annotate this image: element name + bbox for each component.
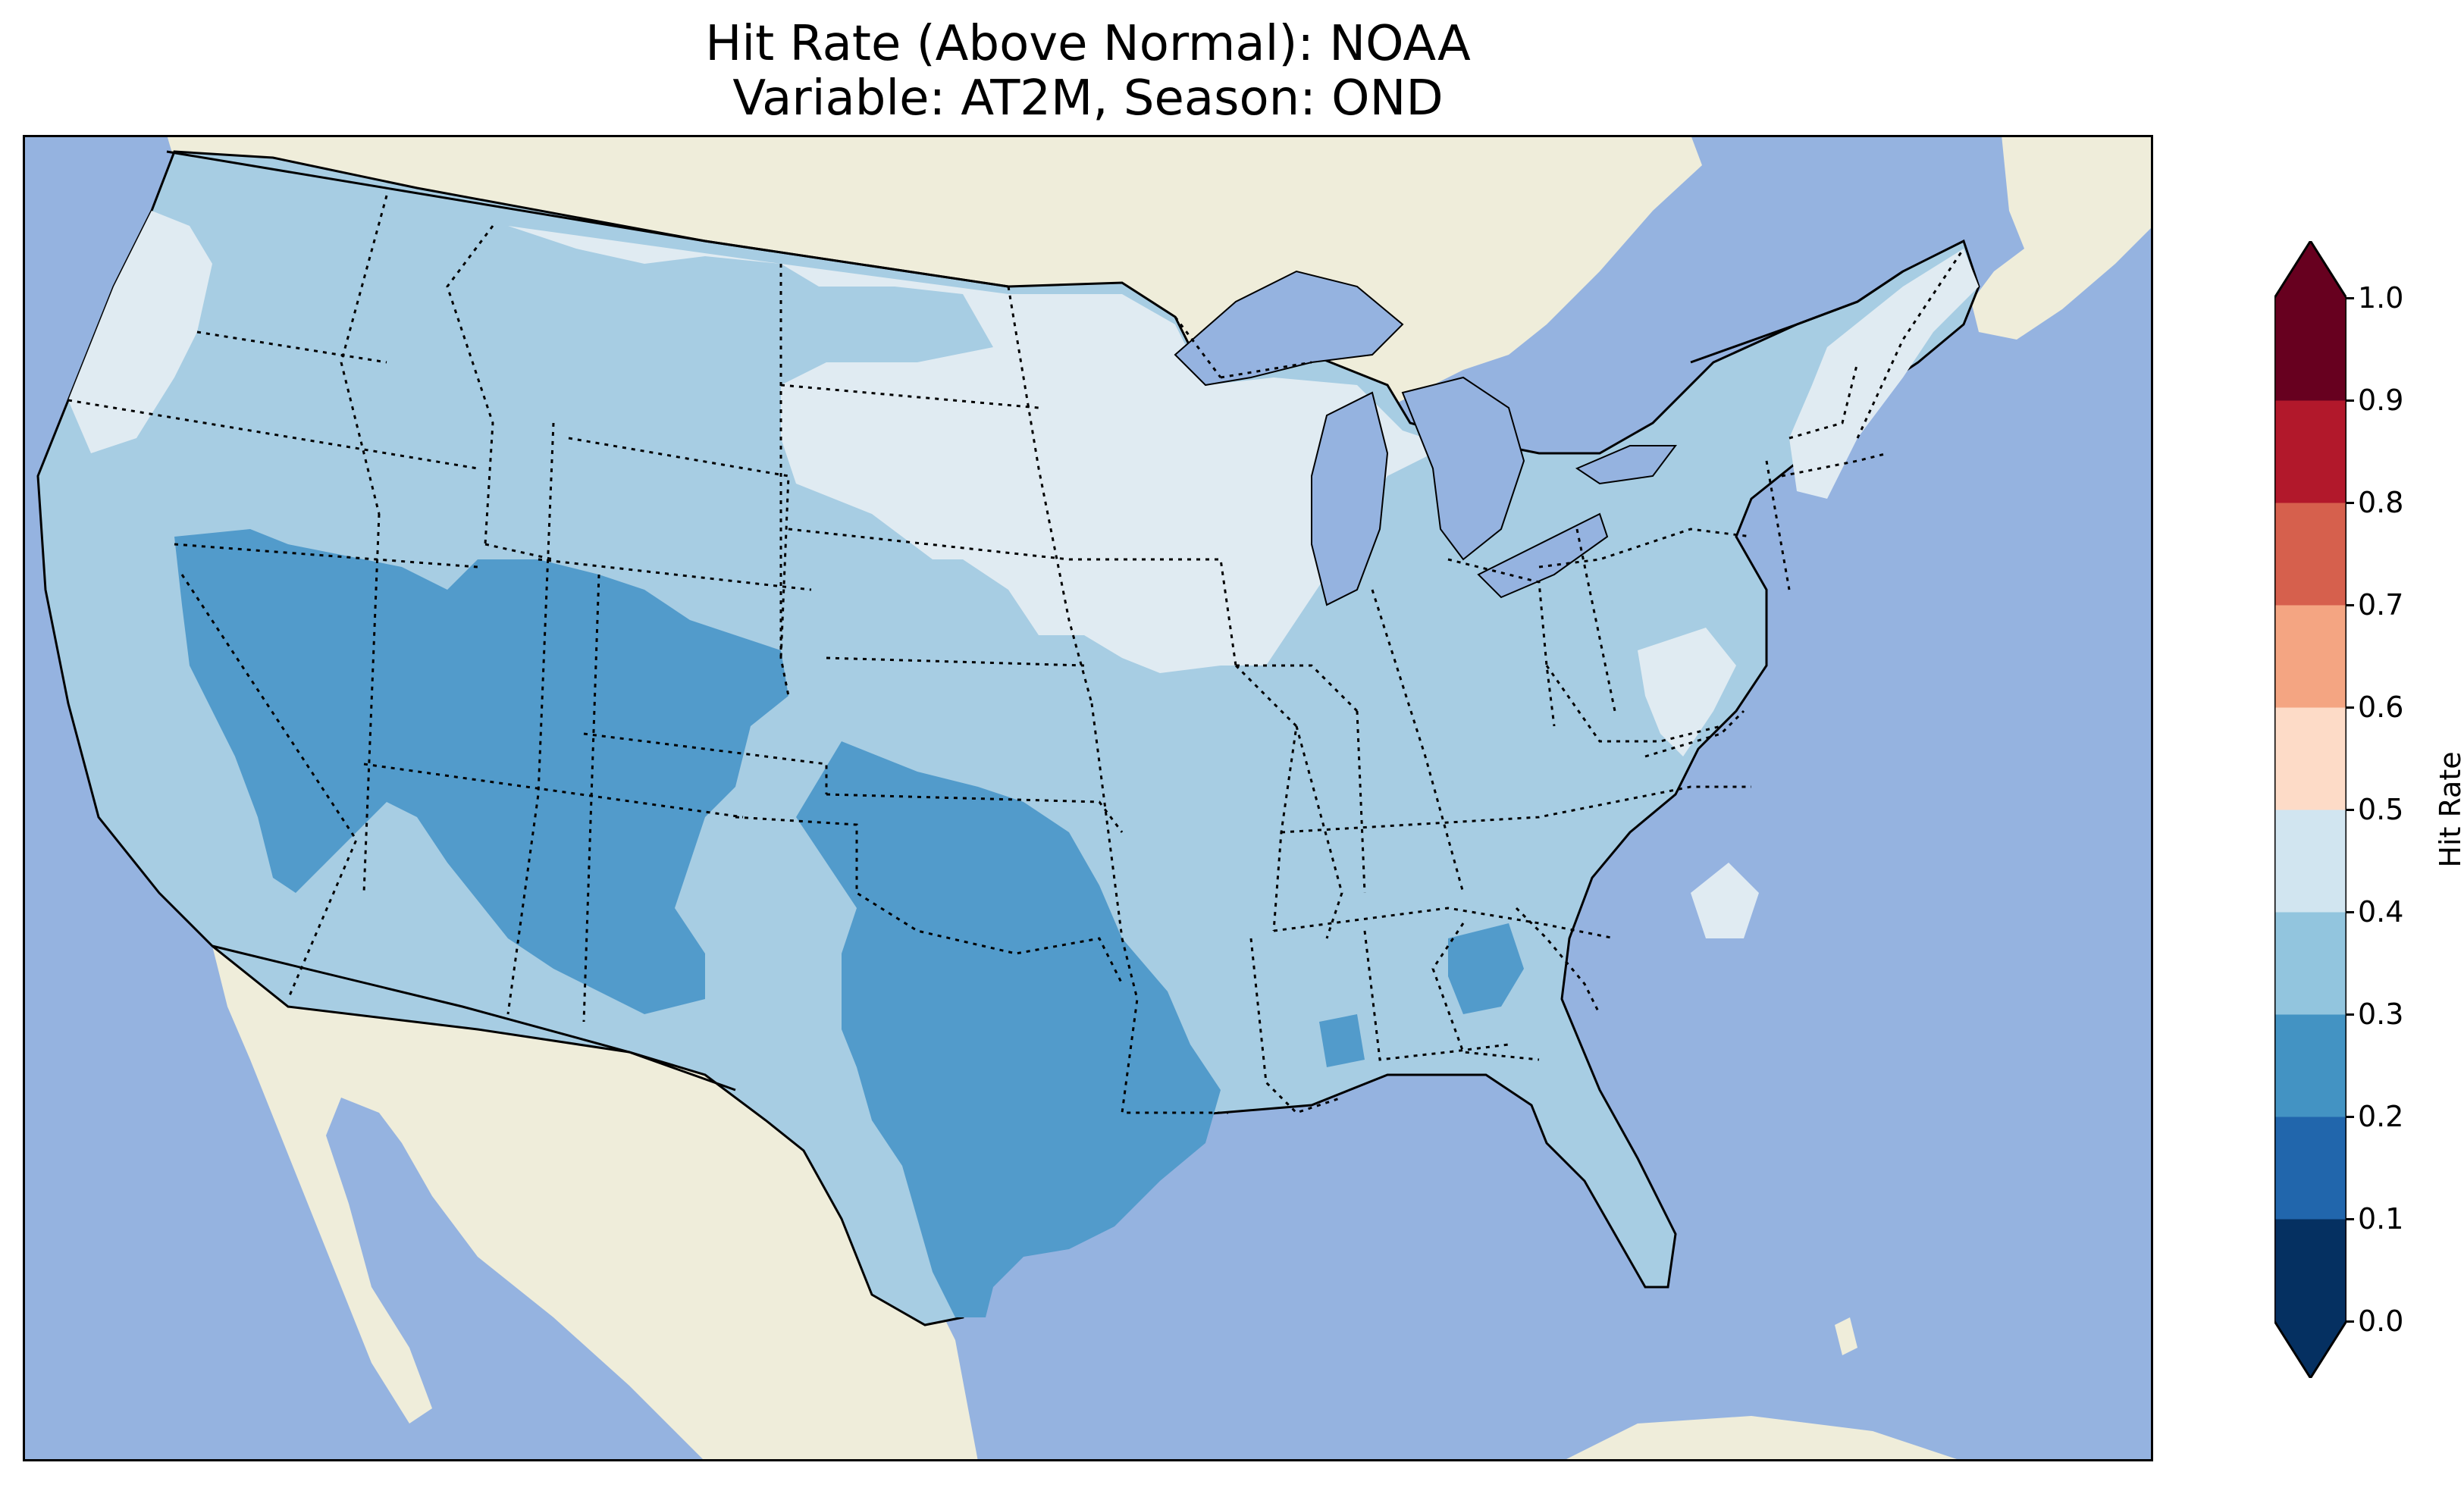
- lake-superior: [1174, 270, 1404, 387]
- region-dark-mississippi: [1319, 1014, 1365, 1067]
- colorbar-tick-mark: [2346, 1013, 2354, 1016]
- colorbar-bin: [2274, 400, 2346, 503]
- region-dark-texas: [796, 741, 1221, 1317]
- land-cuba: [1562, 1416, 1964, 1461]
- colorbar-bins: [2274, 241, 2346, 1378]
- colorbar-tick-label: 0.6: [2358, 691, 2404, 724]
- colorbar-bin: [2274, 298, 2346, 401]
- colorbar-tick-label: 0.8: [2358, 486, 2404, 519]
- title-line-2: Variable: AT2M, Season: OND: [732, 70, 1444, 127]
- region-light-midatlantic: [1638, 628, 1736, 756]
- colorbar-tick-label: 0.2: [2358, 1100, 2404, 1133]
- colorbar-tick-mark: [2346, 603, 2354, 606]
- colorbar-extend-bottom: [2274, 1321, 2346, 1378]
- map-frame: [23, 135, 2153, 1461]
- colorbar-tick-mark: [2346, 501, 2354, 504]
- colorbar-tick-label: 0.9: [2358, 384, 2404, 417]
- region-dark-west: [174, 529, 788, 1014]
- region-light-northwest: [68, 211, 212, 453]
- lake-erie: [1477, 512, 1609, 599]
- lake-ontario: [1575, 445, 1677, 485]
- land-mexico: [212, 946, 978, 1461]
- lake-huron: [1401, 376, 1525, 561]
- colorbar-bin: [2274, 1014, 2346, 1117]
- colorbar-label: Hit Rate: [2434, 751, 2464, 868]
- colorbar-bin: [2274, 810, 2346, 913]
- colorbar-tick-label: 0.0: [2358, 1305, 2404, 1338]
- colorbar-tick-mark: [2346, 399, 2354, 402]
- colorbar-tick-mark: [2346, 910, 2354, 913]
- colorbar-bin: [2274, 503, 2346, 606]
- title-line-1: Hit Rate (Above Normal): NOAA: [705, 16, 1471, 72]
- state-borders: [67, 195, 1965, 1114]
- colorbar-bin: [2274, 1117, 2346, 1220]
- colorbar-tick-mark: [2346, 808, 2354, 811]
- colorbar-tick-label: 0.3: [2358, 998, 2404, 1031]
- region-dark-georgia: [1448, 923, 1524, 1014]
- region-light-nccoast: [1691, 863, 1759, 938]
- colorbar-tick-mark: [2346, 706, 2354, 709]
- colorbar: [2274, 241, 2346, 1378]
- colorbar-tick-label: 0.1: [2358, 1202, 2404, 1236]
- colorbar-tick-label: 0.7: [2358, 588, 2404, 622]
- colorbar-tick-label: 0.4: [2358, 895, 2404, 929]
- colorbar-tick-mark: [2346, 1115, 2354, 1118]
- region-light-midwest: [508, 226, 1448, 673]
- colorbar-bin: [2274, 912, 2346, 1015]
- colorbar-bin: [2274, 707, 2346, 810]
- map-panel: [23, 135, 2153, 1461]
- lake-michigan: [1311, 391, 1389, 606]
- colorbar-tick-label: 0.5: [2358, 793, 2404, 826]
- colorbar-tick-mark: [2346, 296, 2354, 299]
- colorbar-tick-mark: [2346, 1320, 2354, 1323]
- colorbar-extend-top: [2274, 241, 2346, 298]
- land-bahamas: [1835, 1317, 1857, 1355]
- country-borders: [166, 150, 1904, 1092]
- colorbar-tick-mark: [2346, 1217, 2354, 1220]
- colorbar-tick-label: 1.0: [2358, 281, 2404, 315]
- land-maritimes: [1971, 135, 2153, 340]
- colorbar-bin: [2274, 1219, 2346, 1322]
- colorbar-bin: [2274, 605, 2346, 708]
- region-light-northeast: [1789, 249, 1979, 499]
